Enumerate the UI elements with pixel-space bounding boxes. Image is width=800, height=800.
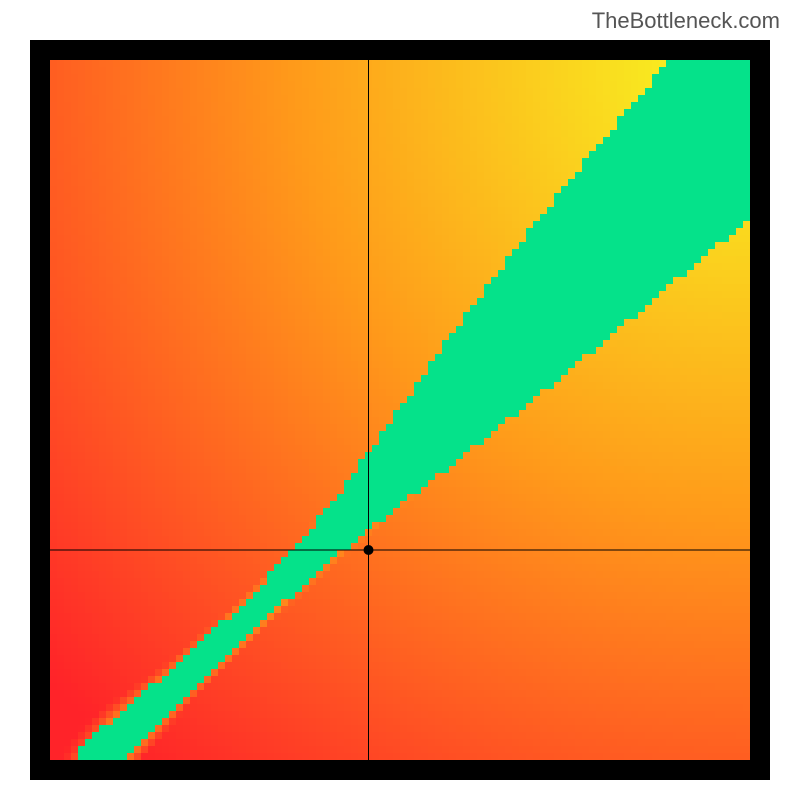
chart-frame	[30, 40, 770, 780]
chart-container: TheBottleneck.com	[0, 0, 800, 800]
crosshair-dot	[364, 545, 374, 555]
attribution-text: TheBottleneck.com	[592, 8, 780, 34]
bottleneck-heatmap	[50, 60, 750, 760]
